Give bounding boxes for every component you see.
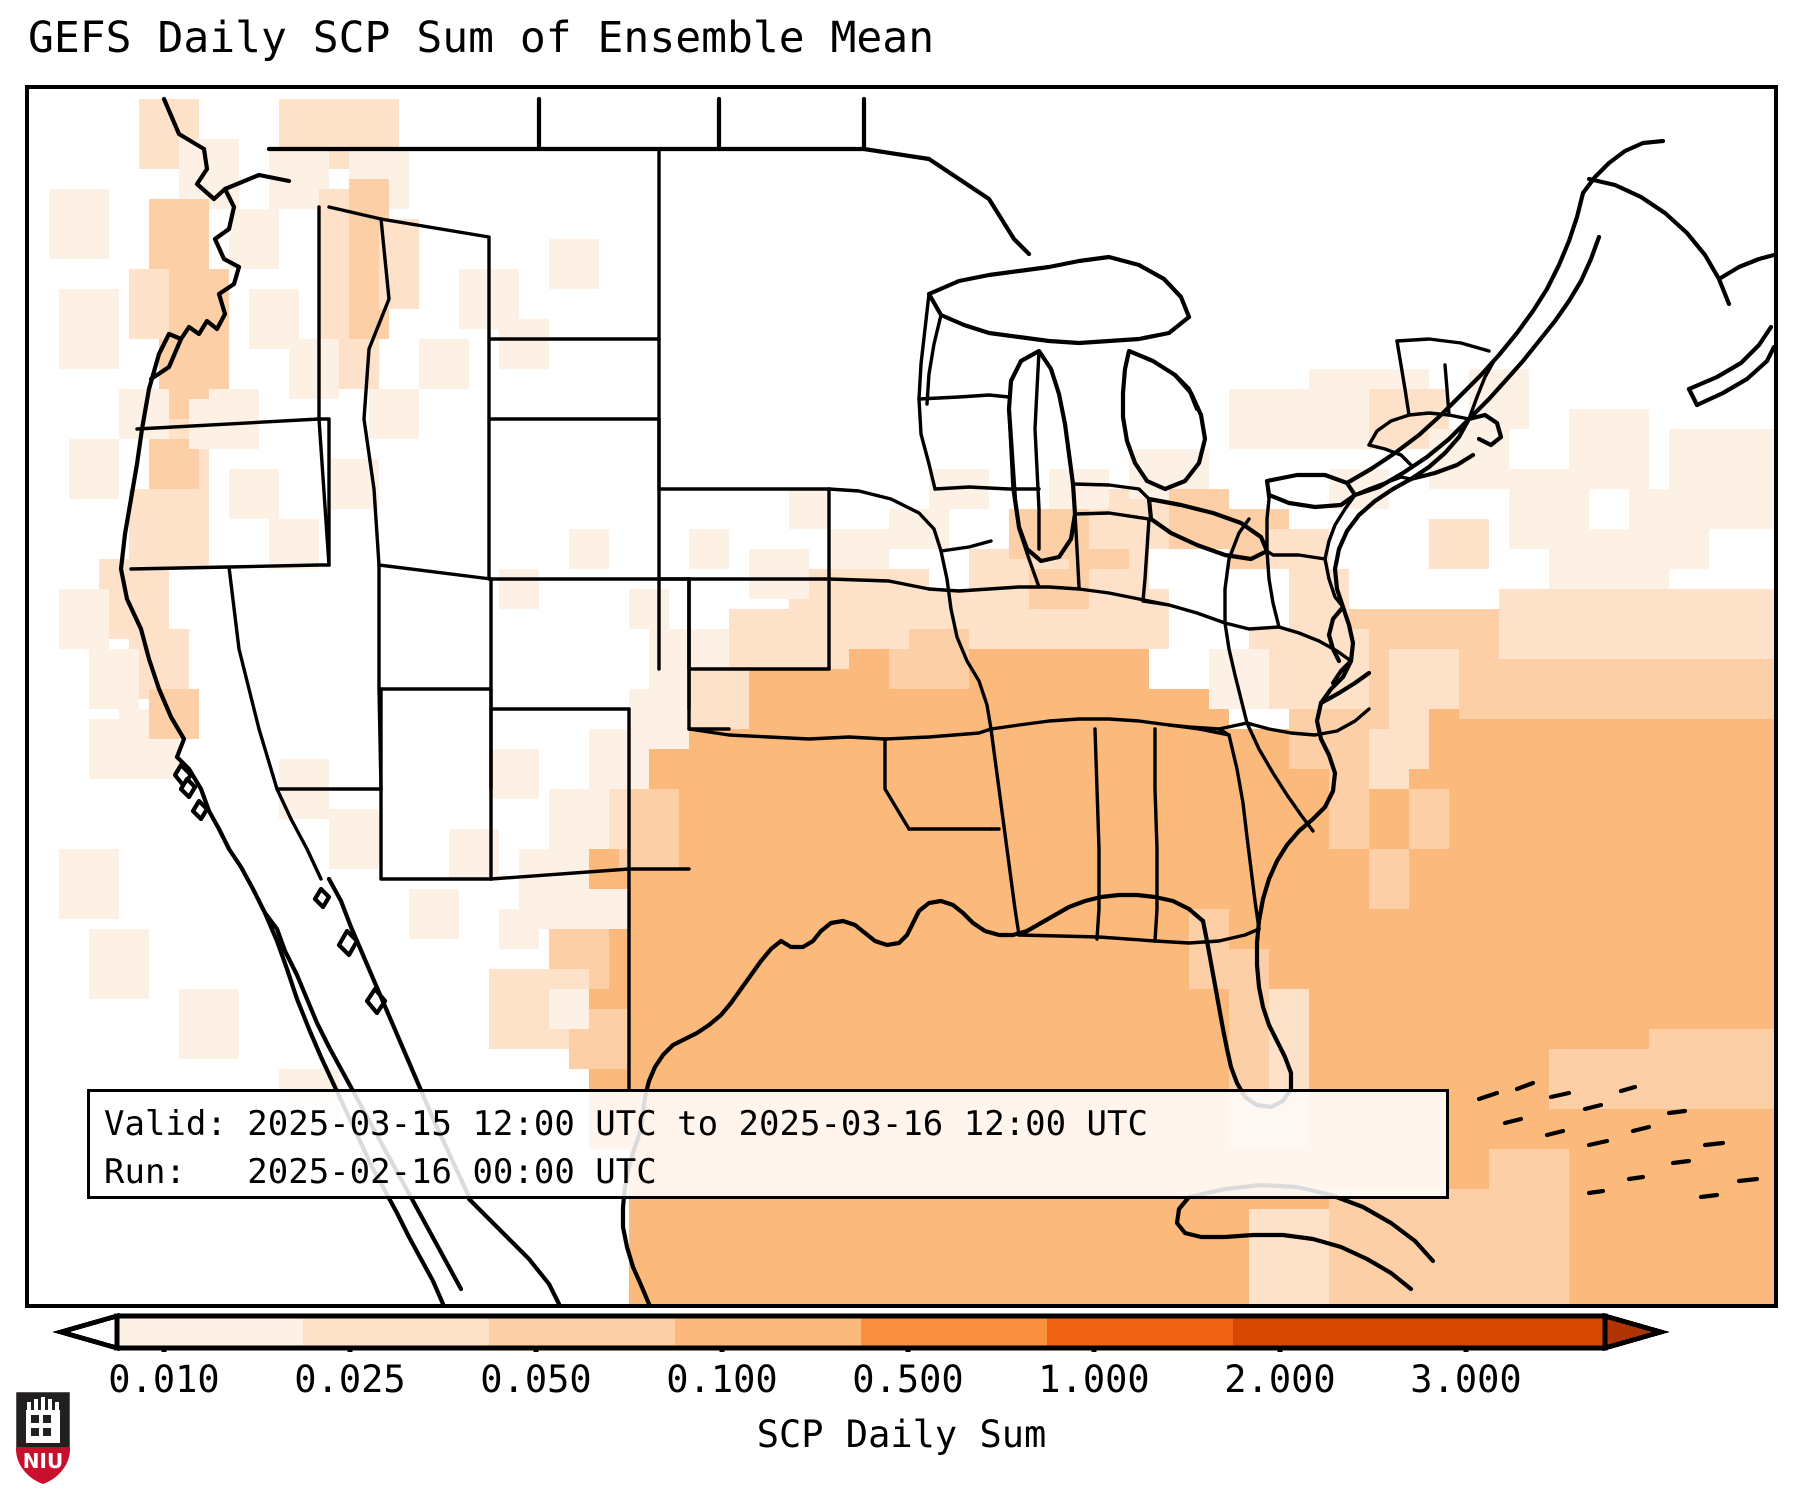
info-valid-line: Valid: 2025-03-15 12:00 UTC to 2025-03-1… xyxy=(104,1104,1148,1144)
tower-windows xyxy=(31,1415,51,1436)
colorbar-over-arrow xyxy=(1602,1312,1671,1352)
cb-tick-4: 0.500 xyxy=(852,1358,964,1401)
cb-tick-5: 1.000 xyxy=(1038,1358,1150,1401)
niu-wordmark: NIU xyxy=(23,1449,63,1473)
info-run-line: Run: 2025-02-16 00:00 UTC xyxy=(104,1152,657,1192)
cb-tick-6: 2.000 xyxy=(1224,1358,1336,1401)
colorbar-under-arrow xyxy=(51,1312,120,1352)
cb-tick-3: 0.100 xyxy=(666,1358,778,1401)
map-frame: Valid: 2025-03-15 12:00 UTC to 2025-03-1… xyxy=(25,85,1778,1308)
red-band xyxy=(16,1447,70,1484)
cb-tick-2: 0.050 xyxy=(480,1358,592,1401)
colorbar xyxy=(25,1312,1778,1352)
colorbar-bands xyxy=(117,1316,1605,1348)
colorbar-tick-labels: 0.010 0.025 0.050 0.100 0.500 1.000 2.00… xyxy=(0,1357,1803,1407)
cb-tick-1: 0.025 xyxy=(294,1358,406,1401)
niu-shield-logo: NIU xyxy=(12,1388,74,1488)
cb-tick-7: 3.000 xyxy=(1410,1358,1522,1401)
page-title: GEFS Daily SCP Sum of Ensemble Mean xyxy=(28,13,935,63)
map-canvas xyxy=(29,89,1774,1304)
info-box: Valid: 2025-03-15 12:00 UTC to 2025-03-1… xyxy=(87,1089,1449,1199)
cb-tick-0: 0.010 xyxy=(108,1358,220,1401)
colorbar-axis-label: SCP Daily Sum xyxy=(756,1413,1047,1456)
